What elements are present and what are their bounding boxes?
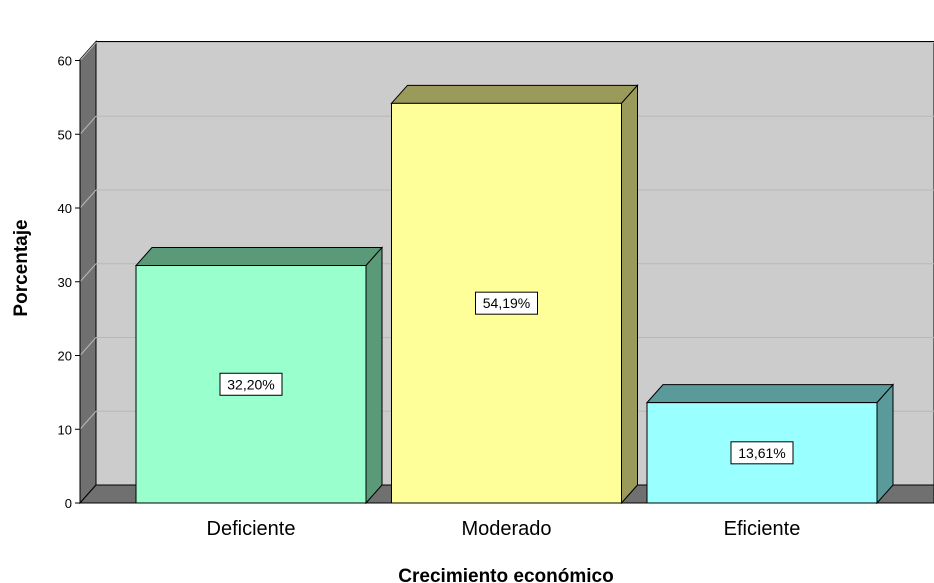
x-axis-title: Crecimiento económico — [398, 566, 613, 583]
bar-group: 13,61% — [645, 383, 895, 505]
gridline-side — [79, 42, 97, 61]
data-label-box — [730, 441, 794, 465]
x-category-label: Deficiente — [207, 518, 296, 540]
x-category-label: Eficiente — [724, 518, 801, 540]
y-axis-title: Porcentaje — [11, 219, 32, 316]
gridline-side — [79, 115, 97, 135]
bar-side — [621, 84, 638, 505]
gridline-side — [79, 410, 97, 430]
bar-side — [365, 246, 383, 505]
y-tick-label: 10 — [58, 422, 72, 437]
data-label: 54,19% — [483, 295, 530, 311]
bar-top — [390, 84, 639, 104]
y-tick-label: 0 — [65, 496, 72, 511]
x-axis-categories: Deficiente Moderado Eficiente — [207, 518, 801, 540]
data-label-box — [219, 372, 283, 396]
gridline-side — [79, 189, 97, 209]
y-tick-label: 60 — [58, 54, 72, 69]
x-category-label: Moderado — [461, 518, 551, 540]
data-label: 32,20% — [227, 376, 274, 392]
bar-side — [876, 383, 894, 505]
y-tick-label: 40 — [58, 201, 72, 216]
bar-group: 32,20% — [134, 246, 384, 505]
y-tick-label: 30 — [58, 275, 72, 290]
bar-group: 54,19% — [390, 84, 639, 505]
gridline-side — [79, 337, 97, 356]
bars: 32,20% 54,19% 13,61% — [134, 84, 895, 505]
bar-top — [645, 384, 895, 404]
bar-top — [134, 247, 384, 267]
y-tick-label: 50 — [58, 127, 72, 142]
gridline-side — [79, 263, 97, 283]
y-tick-label: 20 — [58, 349, 72, 364]
data-label: 13,61% — [738, 445, 785, 461]
data-label-box — [475, 291, 538, 315]
y-axis-ticks: 0 10 20 30 40 50 60 — [58, 54, 81, 511]
